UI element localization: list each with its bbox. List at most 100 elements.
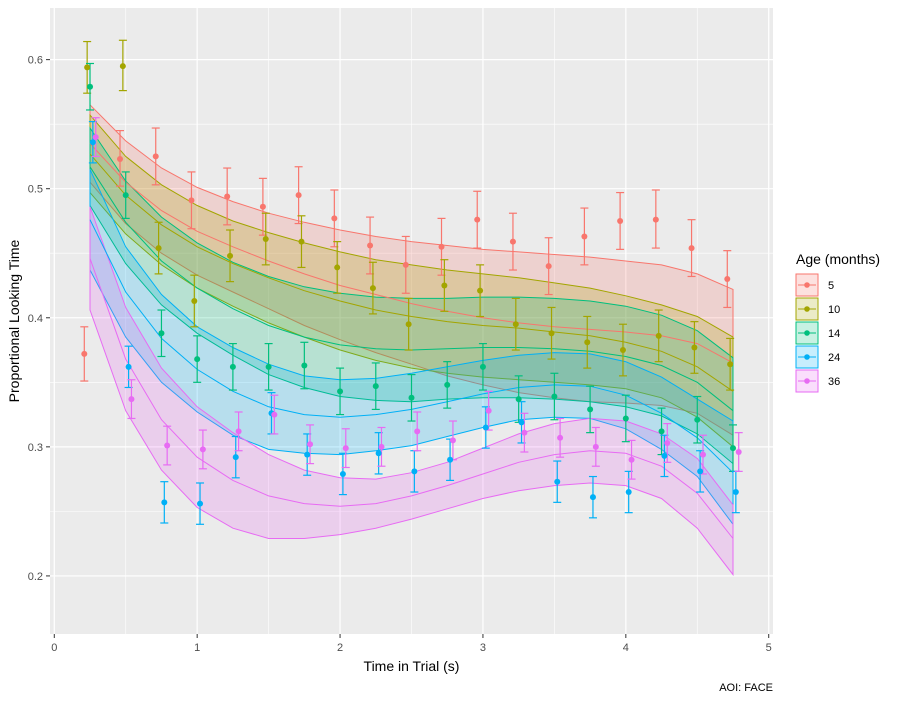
data-point-5 xyxy=(117,156,124,163)
data-point-14 xyxy=(444,381,451,388)
data-point-36 xyxy=(557,434,564,441)
data-point-24 xyxy=(161,499,168,506)
data-point-36 xyxy=(449,437,456,444)
data-point-5 xyxy=(295,192,302,199)
legend-label-24: 24 xyxy=(828,352,840,364)
data-point-24 xyxy=(697,468,704,475)
legend-item-5: 5 xyxy=(795,273,834,297)
confidence-band-36 xyxy=(89,206,734,577)
data-point-36 xyxy=(628,456,635,463)
data-point-10 xyxy=(84,64,91,71)
data-point-5 xyxy=(688,245,695,252)
data-point-24 xyxy=(625,489,632,496)
legend-item-14: 14 xyxy=(795,321,840,345)
data-point-5 xyxy=(509,238,516,245)
legend-item-24: 24 xyxy=(795,345,840,369)
data-point-14 xyxy=(158,330,165,337)
data-point-14 xyxy=(229,363,236,370)
legend: Age (months) 5 10 14 24 36 xyxy=(795,251,880,393)
data-point-36 xyxy=(699,451,706,458)
data-point-24 xyxy=(661,452,668,459)
legend-label-36: 36 xyxy=(828,376,840,388)
x-tick-label: 4 xyxy=(623,642,629,654)
caption: AOI: FACE xyxy=(719,682,773,694)
y-tick-label: 0.3 xyxy=(28,442,43,454)
data-point-5 xyxy=(152,153,159,160)
y-tick-label: 0.4 xyxy=(28,313,43,325)
data-point-10 xyxy=(405,321,412,328)
x-tick-label: 0 xyxy=(51,642,57,654)
data-point-24 xyxy=(304,451,311,458)
data-point-5 xyxy=(581,233,588,240)
data-points xyxy=(81,63,742,507)
data-point-5 xyxy=(81,350,88,357)
legend-item-10: 10 xyxy=(795,297,840,321)
data-point-10 xyxy=(298,238,305,245)
x-tick-label: 5 xyxy=(766,642,772,654)
fit-line-5 xyxy=(89,143,734,364)
data-point-10 xyxy=(548,330,555,337)
data-point-5 xyxy=(438,243,445,250)
data-point-14 xyxy=(551,393,558,400)
data-point-24 xyxy=(589,494,596,501)
data-point-14 xyxy=(622,415,629,422)
data-point-36 xyxy=(128,396,135,403)
data-point-10 xyxy=(262,236,269,243)
data-point-5 xyxy=(652,216,659,223)
data-point-5 xyxy=(545,263,552,270)
data-point-24 xyxy=(232,454,239,461)
y-tick-label: 0.6 xyxy=(28,55,43,67)
data-point-10 xyxy=(619,347,626,354)
data-point-14 xyxy=(337,388,344,395)
data-point-5 xyxy=(331,215,338,222)
legend-label-5: 5 xyxy=(828,280,834,292)
legend-key-point xyxy=(804,378,810,384)
data-point-24 xyxy=(125,363,132,370)
data-point-24 xyxy=(89,139,96,146)
y-tick-label: 0.2 xyxy=(28,571,43,583)
legend-items: 5 10 14 24 36 xyxy=(795,273,840,393)
data-point-24 xyxy=(732,489,739,496)
x-tick-label: 1 xyxy=(194,642,200,654)
y-axis-title: Proportional Looking Time xyxy=(6,239,22,402)
data-point-36 xyxy=(342,445,349,452)
data-point-36 xyxy=(664,439,671,446)
data-point-10 xyxy=(584,339,591,346)
data-point-36 xyxy=(199,446,206,453)
data-point-14 xyxy=(372,383,379,390)
data-point-10 xyxy=(155,245,162,252)
data-point-10 xyxy=(727,361,734,368)
data-point-36 xyxy=(235,428,242,435)
data-point-10 xyxy=(441,282,448,289)
legend-key-point xyxy=(804,282,810,288)
data-point-14 xyxy=(265,363,272,370)
data-point-10 xyxy=(691,344,698,351)
data-point-5 xyxy=(474,216,481,223)
data-point-10 xyxy=(334,264,341,271)
data-point-5 xyxy=(224,193,231,200)
data-point-24 xyxy=(339,470,346,477)
data-point-5 xyxy=(617,217,624,224)
data-point-14 xyxy=(87,83,94,90)
data-point-36 xyxy=(378,443,385,450)
data-point-24 xyxy=(518,419,525,426)
data-point-5 xyxy=(367,242,374,249)
data-point-10 xyxy=(655,332,662,339)
data-point-14 xyxy=(194,356,201,363)
data-point-24 xyxy=(447,456,454,463)
data-point-36 xyxy=(735,449,742,456)
axis-ticks: 0 1 2 3 4 5 0.2 0.3 0.4 0.5 0.6 xyxy=(28,55,772,654)
legend-label-10: 10 xyxy=(828,304,840,316)
legend-key-point xyxy=(804,354,810,360)
data-point-14 xyxy=(122,192,129,199)
data-point-10 xyxy=(227,252,234,259)
legend-label-14: 14 xyxy=(828,328,840,340)
x-tick-label: 3 xyxy=(480,642,486,654)
data-point-36 xyxy=(164,442,171,449)
legend-item-36: 36 xyxy=(795,369,840,393)
data-point-36 xyxy=(92,134,99,141)
data-point-36 xyxy=(271,411,278,418)
data-point-14 xyxy=(301,362,308,369)
data-point-14 xyxy=(408,394,415,401)
